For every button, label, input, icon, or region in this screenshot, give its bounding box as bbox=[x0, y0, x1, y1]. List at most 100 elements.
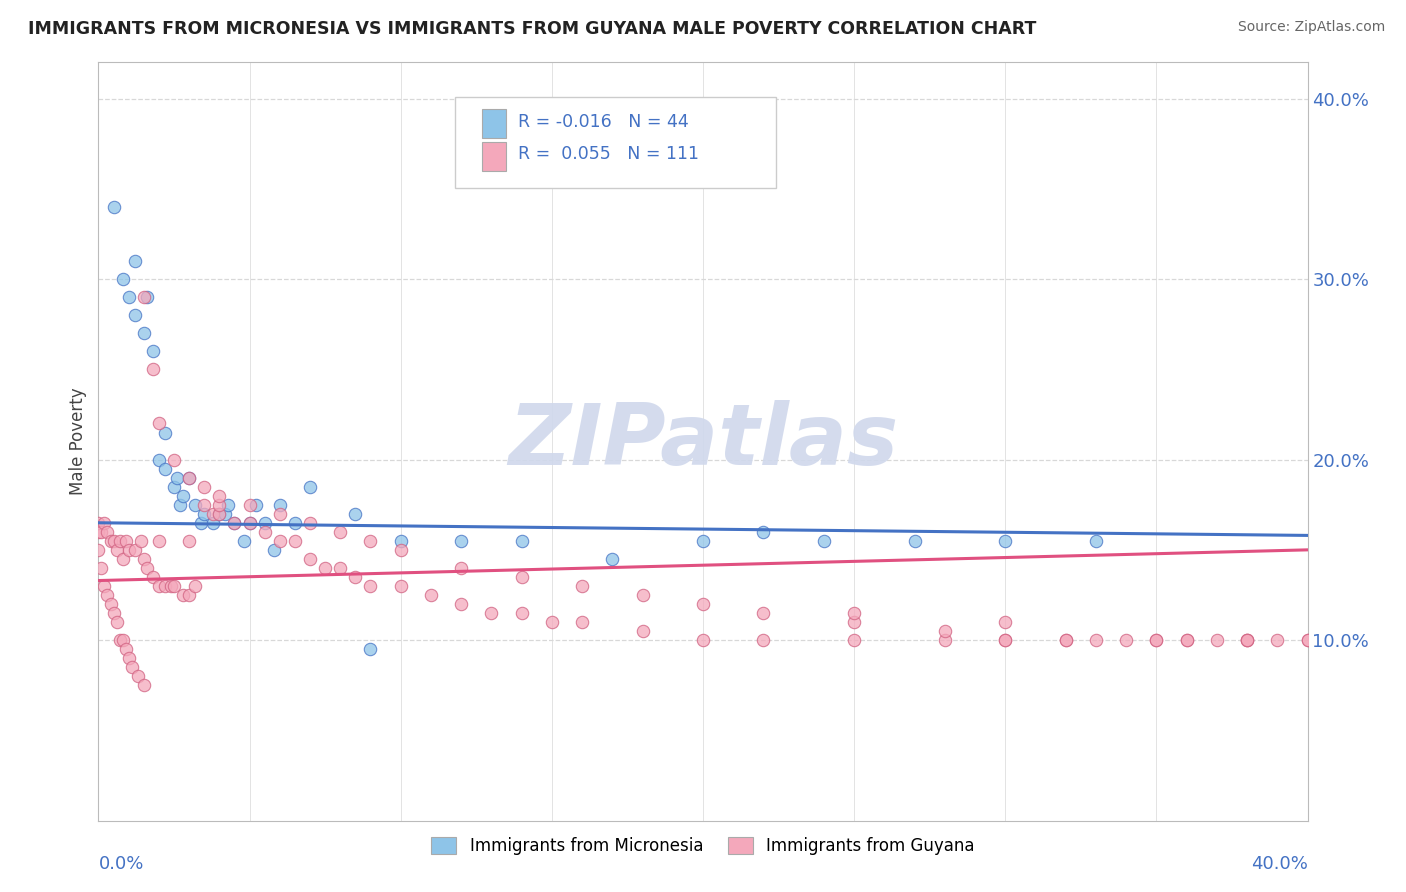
Point bbox=[118, 290, 141, 304]
Point bbox=[360, 579, 382, 593]
Point bbox=[1085, 533, 1108, 548]
Point bbox=[208, 507, 231, 521]
Point bbox=[163, 579, 186, 593]
Point bbox=[179, 470, 201, 484]
Point bbox=[752, 524, 775, 539]
Point bbox=[571, 579, 593, 593]
Point bbox=[193, 507, 215, 521]
Point bbox=[389, 579, 412, 593]
Point bbox=[510, 606, 533, 620]
Point bbox=[124, 308, 146, 322]
Point bbox=[148, 579, 170, 593]
Point bbox=[934, 624, 956, 639]
Point bbox=[420, 588, 443, 602]
Point bbox=[1085, 633, 1108, 648]
Point bbox=[111, 633, 134, 648]
Point bbox=[692, 597, 714, 611]
Text: ZIPatlas: ZIPatlas bbox=[508, 400, 898, 483]
Point bbox=[96, 524, 118, 539]
Point bbox=[118, 542, 141, 557]
Point bbox=[105, 615, 128, 629]
Point bbox=[1175, 633, 1198, 648]
Point bbox=[389, 542, 412, 557]
Point bbox=[179, 533, 201, 548]
Point bbox=[166, 470, 188, 484]
Point bbox=[314, 561, 336, 575]
Point bbox=[202, 516, 225, 530]
Point bbox=[124, 542, 146, 557]
Point bbox=[87, 542, 110, 557]
Point bbox=[148, 452, 170, 467]
Point bbox=[153, 579, 176, 593]
Point bbox=[224, 516, 246, 530]
Point bbox=[1054, 633, 1077, 648]
Point bbox=[153, 461, 176, 475]
Point bbox=[994, 633, 1017, 648]
Point bbox=[994, 533, 1017, 548]
Point bbox=[193, 480, 215, 494]
Point bbox=[692, 533, 714, 548]
Point bbox=[121, 660, 143, 674]
Point bbox=[224, 516, 246, 530]
Text: IMMIGRANTS FROM MICRONESIA VS IMMIGRANTS FROM GUYANA MALE POVERTY CORRELATION CH: IMMIGRANTS FROM MICRONESIA VS IMMIGRANTS… bbox=[28, 20, 1036, 37]
Point bbox=[994, 633, 1017, 648]
Point bbox=[132, 678, 155, 692]
Point bbox=[299, 480, 322, 494]
Point bbox=[90, 524, 112, 539]
Point bbox=[87, 524, 110, 539]
Point bbox=[1236, 633, 1258, 648]
Point bbox=[232, 533, 254, 548]
Point bbox=[179, 470, 201, 484]
Point bbox=[217, 498, 239, 512]
Y-axis label: Male Poverty: Male Poverty bbox=[69, 388, 87, 495]
Point bbox=[135, 290, 157, 304]
Point bbox=[142, 362, 165, 376]
Point bbox=[184, 498, 207, 512]
Point bbox=[934, 633, 956, 648]
Point bbox=[602, 552, 624, 566]
Point bbox=[253, 516, 276, 530]
Point bbox=[142, 570, 165, 584]
Point bbox=[844, 606, 866, 620]
Text: 40.0%: 40.0% bbox=[1251, 855, 1308, 872]
Point bbox=[239, 516, 262, 530]
Text: 0.0%: 0.0% bbox=[98, 855, 143, 872]
Point bbox=[1144, 633, 1167, 648]
Point bbox=[1175, 633, 1198, 648]
Point bbox=[114, 533, 136, 548]
Point bbox=[1296, 633, 1319, 648]
Point bbox=[263, 542, 285, 557]
Point bbox=[118, 651, 141, 665]
FancyBboxPatch shape bbox=[482, 142, 506, 171]
Point bbox=[450, 597, 472, 611]
Point bbox=[184, 579, 207, 593]
Point bbox=[90, 561, 112, 575]
Point bbox=[299, 516, 322, 530]
Point bbox=[148, 417, 170, 431]
Point bbox=[253, 524, 276, 539]
Point bbox=[284, 516, 307, 530]
Point bbox=[269, 498, 291, 512]
Point bbox=[269, 533, 291, 548]
Point bbox=[389, 533, 412, 548]
Point bbox=[142, 344, 165, 359]
Point bbox=[202, 507, 225, 521]
Point bbox=[108, 633, 131, 648]
Point bbox=[510, 533, 533, 548]
Point bbox=[344, 507, 367, 521]
Point bbox=[127, 669, 149, 683]
Point bbox=[329, 561, 352, 575]
Point bbox=[1144, 633, 1167, 648]
Point bbox=[844, 633, 866, 648]
Point bbox=[179, 588, 201, 602]
Point bbox=[329, 524, 352, 539]
Point bbox=[135, 561, 157, 575]
Point bbox=[160, 579, 183, 593]
Point bbox=[103, 533, 125, 548]
Point bbox=[571, 615, 593, 629]
Point bbox=[239, 516, 262, 530]
Point bbox=[172, 588, 194, 602]
Point bbox=[450, 533, 472, 548]
Point bbox=[510, 570, 533, 584]
Point bbox=[752, 633, 775, 648]
